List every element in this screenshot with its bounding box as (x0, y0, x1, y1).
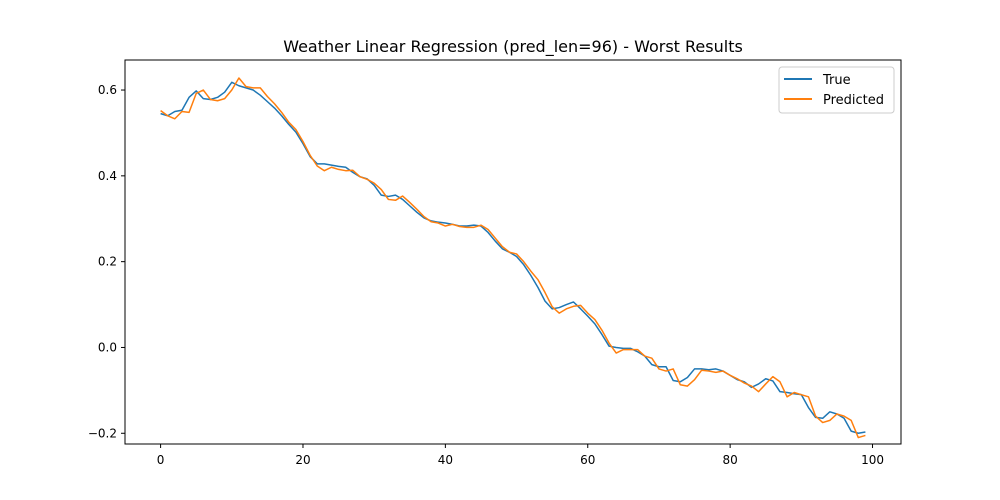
legend-label-predicted: Predicted (823, 93, 884, 108)
y-tick-label: 0.4 (98, 169, 117, 183)
x-tick-label: 40 (438, 453, 453, 467)
x-tick-label: 20 (295, 453, 310, 467)
plot-area (160, 77, 866, 439)
x-axis: 0 20 40 60 80 100 (157, 444, 884, 467)
y-tick-label: 0.6 (98, 83, 117, 97)
x-tick-label: 0 (157, 453, 165, 467)
legend: True Predicted (778, 66, 895, 114)
y-tick-label: −0.2 (88, 426, 117, 440)
x-tick-label: 100 (861, 453, 884, 467)
x-tick-label: 80 (722, 453, 737, 467)
plot-frame (124, 59, 902, 445)
legend-label-true: True (822, 73, 851, 88)
x-tick-label: 60 (580, 453, 595, 467)
y-tick-label: 0.2 (98, 255, 117, 269)
y-axis: −0.2 0.0 0.2 0.4 0.6 (88, 83, 125, 440)
series-line-true (160, 81, 866, 435)
chart-title: Weather Linear Regression (pred_len=96) … (283, 37, 743, 57)
y-tick-label: 0.0 (98, 340, 117, 354)
series-line-predicted (160, 77, 866, 439)
